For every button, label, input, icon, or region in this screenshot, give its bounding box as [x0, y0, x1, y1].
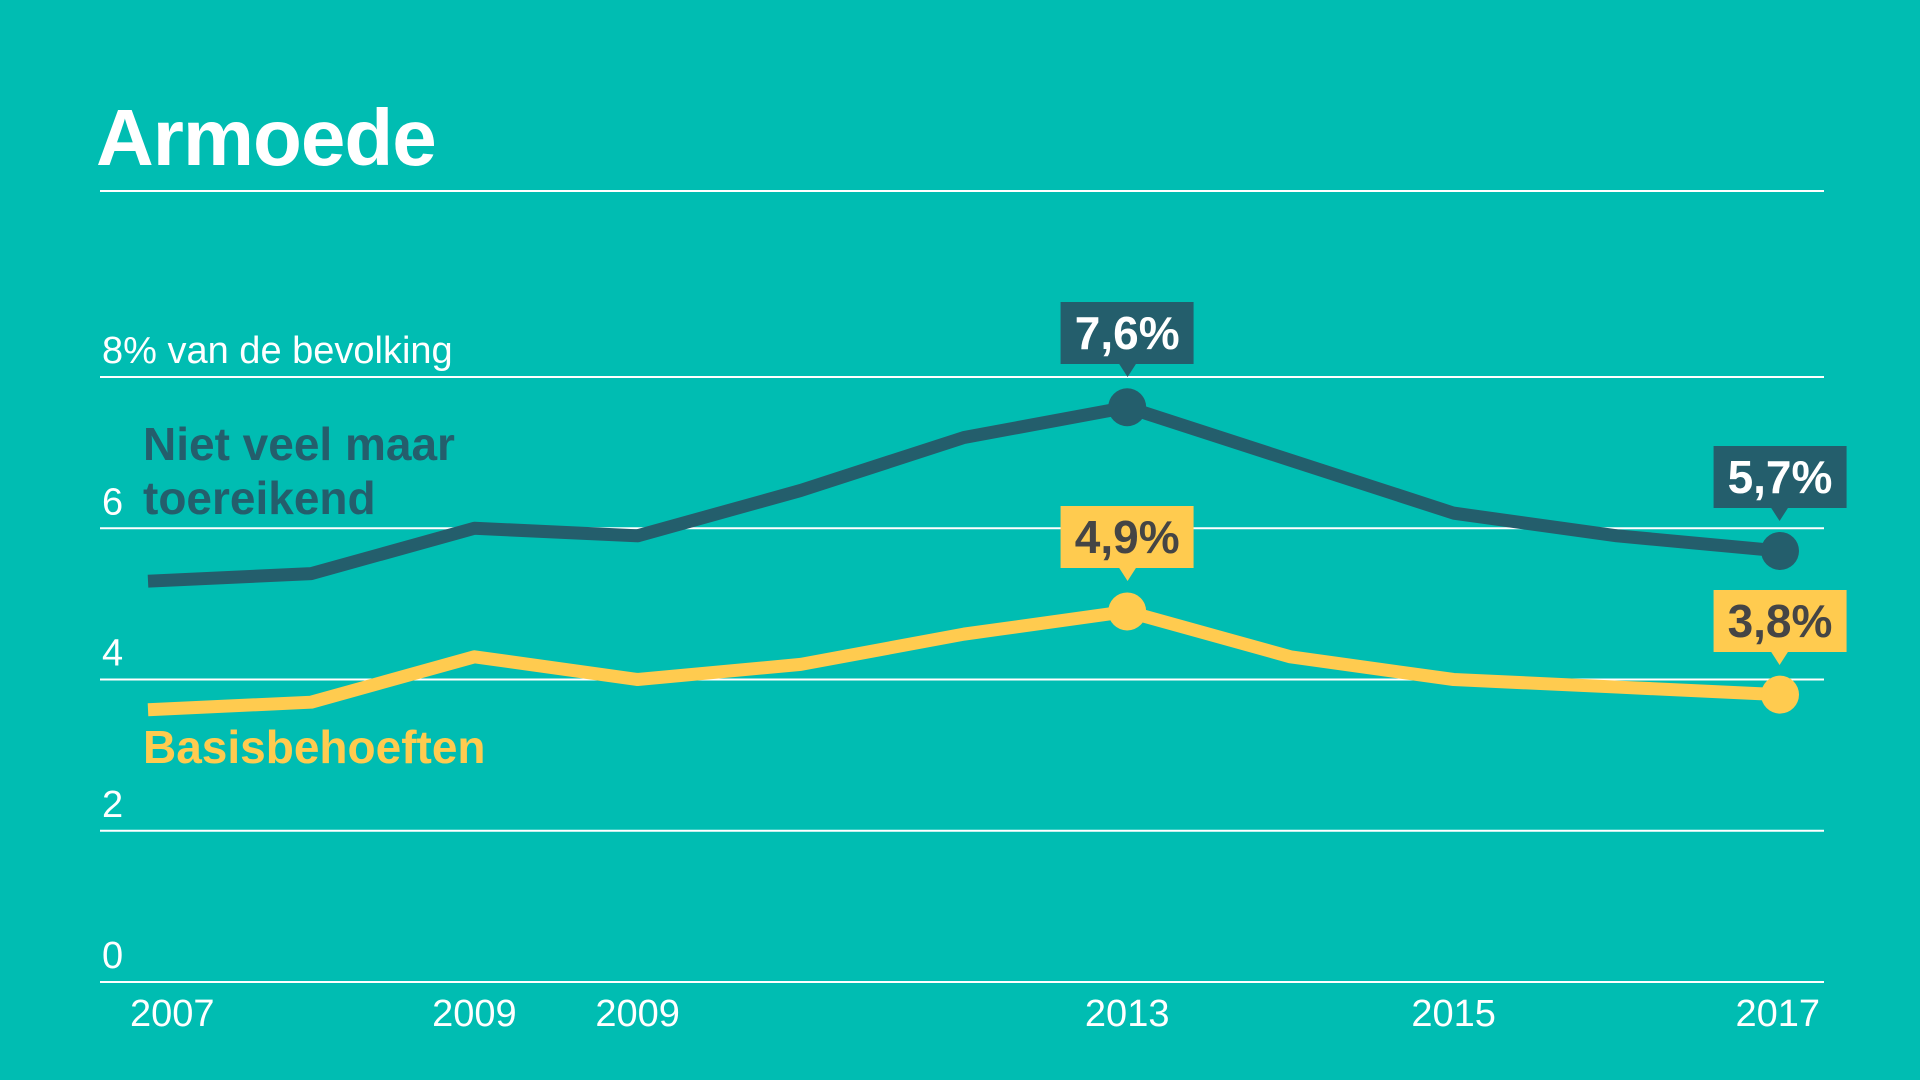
y-tick-label-4: 4	[102, 633, 123, 675]
legend-basisbehoeften: Basisbehoeften	[143, 721, 486, 773]
x-tick-label-2009-2: 2009	[595, 993, 680, 1035]
legend-niet-veel-maar-toereikend: Niet veel maar toereikend	[143, 417, 543, 525]
series-1-point-2017	[1761, 675, 1799, 714]
x-tick-label-2009-1: 2009	[432, 993, 517, 1035]
y-axis-unit-label: 8% van de bevolking	[102, 330, 453, 372]
callout-series-0-2013: 7,6%	[1060, 302, 1194, 378]
chart-title: Armoede	[96, 93, 437, 182]
series-0-point-2017	[1761, 531, 1799, 570]
legend-dark-line1: Niet veel maar	[143, 418, 455, 470]
legend-dark-line2: toereikend	[143, 472, 376, 524]
series-0-point-2013	[1108, 388, 1147, 427]
series-1-point-2013	[1108, 592, 1147, 631]
y-tick-label-0: 0	[102, 935, 123, 977]
x-tick-label-2017-5: 2017	[1735, 993, 1820, 1035]
y-tick-label-2: 2	[102, 784, 123, 826]
series-line-1	[147, 604, 1781, 717]
callout-series-1-2013: 4,9%	[1060, 506, 1194, 582]
x-tick-label-2015-4: 2015	[1411, 993, 1496, 1035]
callout-series-1-2017: 3,8%	[1713, 589, 1847, 665]
title-divider	[100, 190, 1824, 192]
callout-series-0-2017: 5,7%	[1713, 445, 1847, 521]
series-line-0	[147, 400, 1781, 588]
x-tick-label-2007-0: 2007	[130, 993, 215, 1035]
x-tick-label-2013-3: 2013	[1085, 993, 1170, 1035]
y-tick-label-6: 6	[102, 481, 123, 523]
